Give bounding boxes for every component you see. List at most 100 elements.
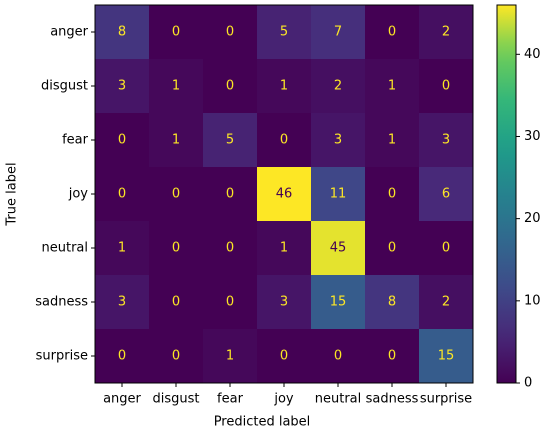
cell [149, 221, 204, 276]
cell [257, 221, 312, 276]
cell-label: 0 [226, 295, 234, 310]
cell [203, 113, 258, 168]
cell-label: 1 [280, 79, 288, 94]
cell [95, 59, 150, 114]
cell [365, 113, 420, 168]
cell-label: 1 [280, 241, 288, 256]
cell [311, 329, 366, 384]
cell [365, 59, 420, 114]
x-tick-label: surprise [420, 392, 472, 407]
cell-label: 1 [226, 349, 234, 364]
cell-label: 0 [280, 133, 288, 148]
cell-label: 2 [442, 295, 450, 310]
cell [311, 5, 366, 60]
cell [311, 275, 366, 330]
cell-label: 8 [388, 295, 396, 310]
cell [365, 329, 420, 384]
cell-label: 0 [388, 25, 396, 40]
cell [419, 113, 474, 168]
y-tick-label: disgust [41, 79, 88, 94]
y-tick-label: anger [50, 25, 88, 40]
cell-label: 15 [438, 349, 455, 364]
cell [95, 113, 150, 168]
cell-label: 0 [442, 79, 450, 94]
cell [257, 275, 312, 330]
cell-label: 3 [442, 133, 450, 148]
cell-label: 5 [280, 25, 288, 40]
cell [365, 275, 420, 330]
cell [203, 167, 258, 222]
cell-label: 0 [442, 241, 450, 256]
cell [311, 113, 366, 168]
y-tick-label: surprise [36, 349, 88, 364]
cell-label: 15 [330, 295, 347, 310]
cell-label: 3 [334, 133, 342, 148]
x-tick-label: sadness [366, 392, 419, 407]
cell-label: 0 [118, 349, 126, 364]
x-tick-label: joy [273, 392, 294, 407]
cell-label: 0 [226, 241, 234, 256]
x-tick-label: neutral [315, 392, 362, 407]
y-axis-label: True label [5, 162, 20, 226]
cell-label: 45 [330, 241, 347, 256]
cell [203, 5, 258, 60]
cell [95, 275, 150, 330]
cell [311, 167, 366, 222]
cell-label: 1 [118, 241, 126, 256]
cell-label: 0 [388, 349, 396, 364]
cell-label: 0 [172, 241, 180, 256]
cell-label: 3 [118, 79, 126, 94]
cell-label: 0 [226, 79, 234, 94]
cell [95, 329, 150, 384]
cell-label: 0 [280, 349, 288, 364]
colorbar-tick-label: 40 [524, 47, 541, 62]
cell [257, 5, 312, 60]
cell [419, 167, 474, 222]
cell [257, 113, 312, 168]
colorbar [496, 4, 517, 384]
colorbar-tick-label: 30 [524, 129, 541, 144]
cell [149, 329, 204, 384]
cell [257, 59, 312, 114]
cell [149, 275, 204, 330]
y-tick-label: neutral [42, 241, 89, 256]
cell-label: 0 [388, 241, 396, 256]
cell [257, 329, 312, 384]
cell [203, 221, 258, 276]
cell-label: 0 [226, 187, 234, 202]
colorbar-tick-label: 20 [524, 211, 541, 226]
cell [95, 5, 150, 60]
cell [365, 5, 420, 60]
cell-label: 0 [334, 349, 342, 364]
colorbar-tick-label: 10 [524, 293, 541, 308]
cell [203, 275, 258, 330]
cell [203, 59, 258, 114]
y-tick-label: sadness [35, 295, 88, 310]
x-axis-label: Predicted label [214, 415, 311, 430]
cell [149, 167, 204, 222]
cell-label: 1 [388, 79, 396, 94]
cell-label: 0 [172, 25, 180, 40]
cell [95, 221, 150, 276]
cell-label: 0 [172, 349, 180, 364]
cell [419, 59, 474, 114]
cell [365, 167, 420, 222]
cell-label: 0 [118, 133, 126, 148]
cell [419, 275, 474, 330]
cell-label: 1 [172, 79, 180, 94]
x-tick-label: anger [103, 392, 141, 407]
cell [95, 167, 150, 222]
cell [311, 59, 366, 114]
cell-label: 2 [334, 79, 342, 94]
cell-label: 0 [388, 187, 396, 202]
cell [311, 221, 366, 276]
cell [419, 5, 474, 60]
colorbar-tick-label: 0 [524, 376, 532, 391]
cell-label: 5 [226, 133, 234, 148]
cell-label: 0 [118, 187, 126, 202]
cell-label: 1 [388, 133, 396, 148]
cell-label: 1 [172, 133, 180, 148]
cell [419, 221, 474, 276]
cell-label: 11 [330, 187, 347, 202]
